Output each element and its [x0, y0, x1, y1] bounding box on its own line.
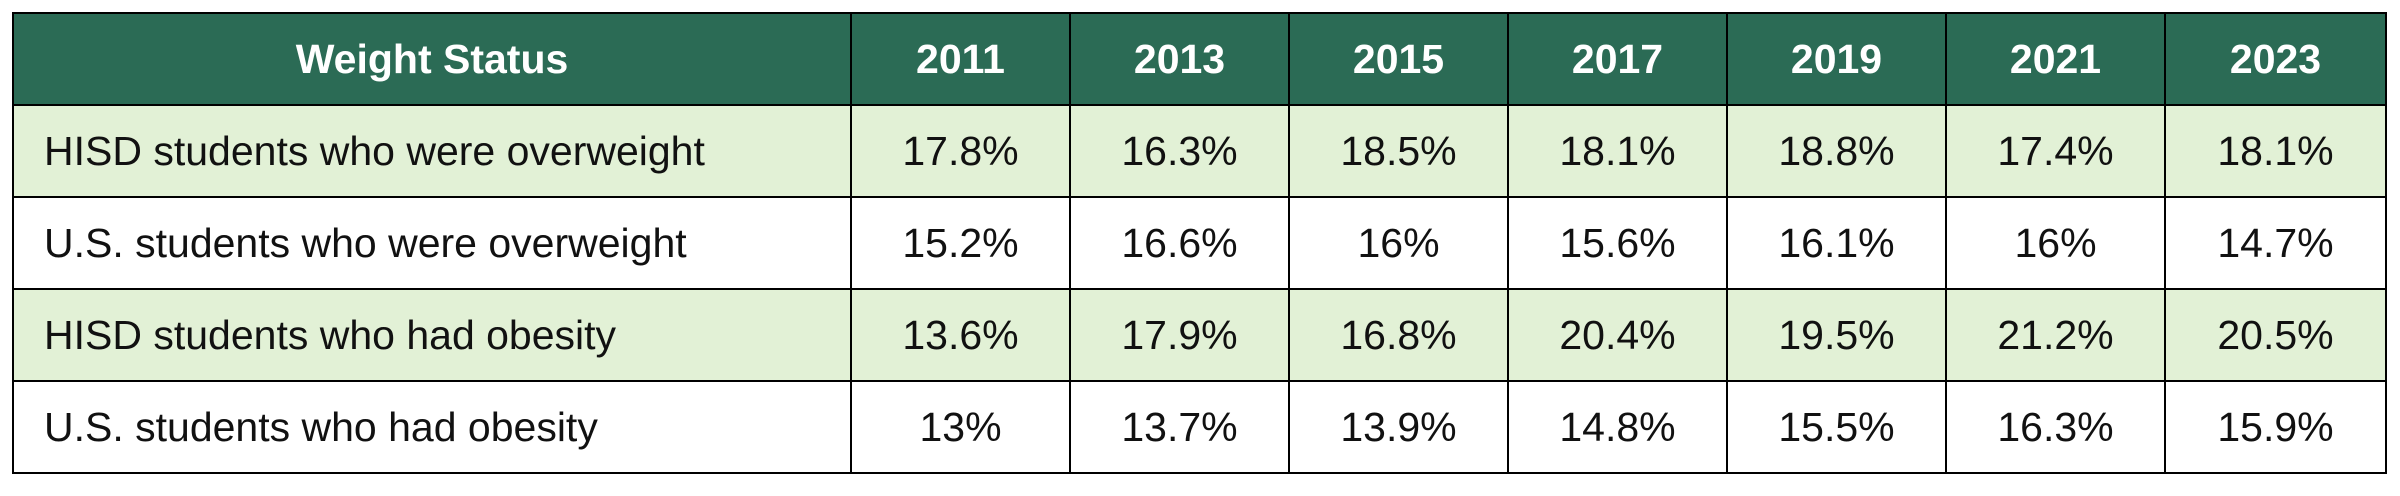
header-weight-status: Weight Status	[12, 12, 852, 106]
header-year: 2023	[2164, 12, 2387, 106]
table-cell: 18.1%	[1507, 104, 1728, 198]
row-label: HISD students who had obesity	[12, 288, 852, 382]
weight-status-table: Weight Status 2011 2013 2015 2017 2019 2…	[12, 12, 2387, 474]
header-year: 2011	[850, 12, 1071, 106]
table-cell: 13.9%	[1288, 380, 1509, 474]
header-year: 2021	[1945, 12, 2166, 106]
table-cell: 18.8%	[1726, 104, 1947, 198]
table-cell: 20.5%	[2164, 288, 2387, 382]
header-year: 2017	[1507, 12, 1728, 106]
row-label: U.S. students who were overweight	[12, 196, 852, 290]
table-cell: 16.1%	[1726, 196, 1947, 290]
table-cell: 17.8%	[850, 104, 1071, 198]
row-label: HISD students who were overweight	[12, 104, 852, 198]
table-cell: 13%	[850, 380, 1071, 474]
table-cell: 18.1%	[2164, 104, 2387, 198]
table-cell: 15.2%	[850, 196, 1071, 290]
header-year: 2013	[1069, 12, 1290, 106]
weight-status-table-container: Weight Status 2011 2013 2015 2017 2019 2…	[12, 12, 2387, 474]
table-cell: 20.4%	[1507, 288, 1728, 382]
table-row: U.S. students who had obesity 13% 13.7% …	[12, 380, 2387, 474]
table-cell: 15.5%	[1726, 380, 1947, 474]
table-cell: 17.4%	[1945, 104, 2166, 198]
table-cell: 14.7%	[2164, 196, 2387, 290]
table-row: HISD students who were overweight 17.8% …	[12, 104, 2387, 198]
table-cell: 16.6%	[1069, 196, 1290, 290]
table-cell: 15.9%	[2164, 380, 2387, 474]
table-cell: 16.3%	[1945, 380, 2166, 474]
table-cell: 16.3%	[1069, 104, 1290, 198]
table-cell: 18.5%	[1288, 104, 1509, 198]
table-row: HISD students who had obesity 13.6% 17.9…	[12, 288, 2387, 382]
table-cell: 13.7%	[1069, 380, 1290, 474]
header-row: Weight Status 2011 2013 2015 2017 2019 2…	[12, 12, 2387, 106]
table-row: U.S. students who were overweight 15.2% …	[12, 196, 2387, 290]
table-cell: 13.6%	[850, 288, 1071, 382]
table-cell: 19.5%	[1726, 288, 1947, 382]
header-year: 2019	[1726, 12, 1947, 106]
row-label: U.S. students who had obesity	[12, 380, 852, 474]
table-cell: 16.8%	[1288, 288, 1509, 382]
table-cell: 16%	[1288, 196, 1509, 290]
header-year: 2015	[1288, 12, 1509, 106]
table-cell: 17.9%	[1069, 288, 1290, 382]
table-cell: 14.8%	[1507, 380, 1728, 474]
table-cell: 21.2%	[1945, 288, 2166, 382]
table-cell: 15.6%	[1507, 196, 1728, 290]
table-cell: 16%	[1945, 196, 2166, 290]
